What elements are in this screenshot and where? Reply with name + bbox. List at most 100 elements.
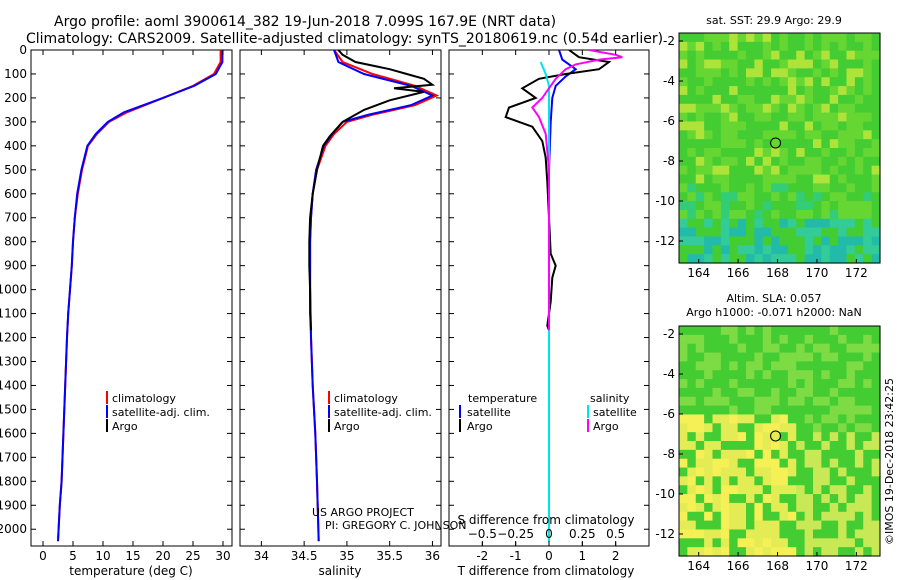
heatmap-cell [729, 467, 739, 477]
heatmap-cell [737, 59, 747, 69]
heatmap-cell [779, 361, 789, 371]
heatmap-cell [787, 236, 797, 246]
heatmap-cell [796, 227, 806, 238]
heatmap-cell [787, 405, 797, 416]
heatmap-cell [712, 529, 722, 539]
heatmap-cell [687, 423, 697, 433]
x-tick-label: -1 [510, 549, 522, 563]
heatmap-cell [762, 139, 772, 149]
x-tick-label: 10 [95, 549, 110, 563]
heatmap-cell [746, 511, 755, 522]
heatmap-cell [813, 511, 822, 522]
heatmap-cell [712, 174, 722, 184]
heatmap-cell [846, 379, 856, 389]
heatmap-cell [796, 511, 806, 522]
heatmap-cell [729, 334, 739, 345]
diff-series-line [504, 50, 612, 331]
heatmap-cell [854, 50, 864, 61]
heatmap-cell [821, 209, 831, 220]
heatmap-cell [695, 334, 705, 345]
heatmap-cell [679, 387, 688, 398]
heatmap-cell [813, 467, 822, 477]
heatmap-cell [754, 86, 764, 96]
heatmap-cell [737, 511, 747, 522]
heatmap-cell [779, 130, 789, 140]
heatmap-cell [821, 174, 831, 184]
heatmap-cell [762, 236, 772, 246]
map-y-tick-label: -2 [663, 327, 675, 341]
heatmap-cell [687, 529, 697, 539]
heatmap-cell [771, 405, 781, 416]
heatmap-cell [838, 130, 848, 140]
heatmap-cell [679, 520, 688, 531]
heatmap-cell [854, 547, 864, 557]
heatmap-cell [712, 414, 722, 424]
heatmap-cell [720, 236, 730, 246]
heatmap-cell [762, 343, 772, 354]
heatmap-cell [838, 68, 848, 78]
heatmap-cell [729, 218, 739, 229]
heatmap-cell [687, 467, 697, 477]
heatmap-cell [754, 139, 764, 149]
heatmap-cell [720, 103, 730, 114]
heatmap-cell [746, 538, 755, 548]
heatmap-cell [829, 458, 839, 469]
heatmap-cell [771, 121, 781, 131]
sal-series-line [308, 50, 436, 331]
heatmap-cell [679, 121, 688, 131]
heatmap-cell [829, 254, 839, 264]
heatmap-cell [687, 174, 697, 184]
heatmap-cell [754, 218, 764, 229]
heatmap-cell [754, 494, 764, 504]
heatmap-cell [871, 396, 881, 407]
heatmap-cell [787, 156, 797, 167]
heatmap-cell [787, 103, 797, 114]
heatmap-cell [720, 502, 730, 513]
heatmap-cell [821, 511, 831, 522]
heatmap-cell [854, 414, 864, 424]
heatmap-cell [729, 538, 739, 548]
heatmap-cell [754, 103, 764, 114]
heatmap-cell [720, 130, 730, 140]
heatmap-cell [813, 494, 822, 504]
heatmap-cell [854, 156, 864, 167]
heatmap-cell [779, 334, 789, 345]
heatmap-cell [687, 254, 697, 264]
heatmap-cell [821, 405, 831, 416]
heatmap-cell [712, 396, 722, 407]
heatmap-cell [737, 68, 747, 78]
heatmap-cell [712, 183, 722, 193]
sla-heatmap [679, 326, 881, 557]
heatmap-cell [687, 130, 697, 140]
heatmap-cell [771, 520, 781, 531]
heatmap-cell [838, 183, 848, 193]
heatmap-cell [846, 174, 856, 184]
heatmap-cell [712, 387, 722, 398]
heatmap-cell [704, 476, 714, 486]
heatmap-cell [796, 236, 806, 246]
heatmap-cell [871, 379, 881, 389]
heatmap-cell [813, 547, 822, 557]
heatmap-cell [854, 361, 864, 371]
heatmap-cell [804, 547, 814, 557]
heatmap-cell [720, 68, 730, 78]
heatmap-cell [779, 485, 789, 495]
heatmap-cell [762, 326, 772, 336]
heatmap-cell [762, 476, 772, 486]
heatmap-cell [712, 485, 722, 495]
heatmap-cell [854, 432, 864, 442]
heatmap-cell [746, 103, 755, 114]
heatmap-cell [679, 218, 688, 229]
heatmap-cell [712, 379, 722, 389]
heatmap-cell [737, 370, 747, 380]
heatmap-cell [720, 458, 730, 469]
heatmap-cell [804, 245, 814, 255]
heatmap-cell [838, 449, 848, 460]
heatmap-cell [695, 59, 705, 69]
heatmap-cell [704, 94, 714, 105]
heatmap-cell [813, 33, 822, 43]
heatmap-cell [846, 502, 856, 513]
heatmap-cell [821, 414, 831, 424]
heatmap-cell [762, 86, 772, 96]
heatmap-cell [704, 59, 714, 69]
